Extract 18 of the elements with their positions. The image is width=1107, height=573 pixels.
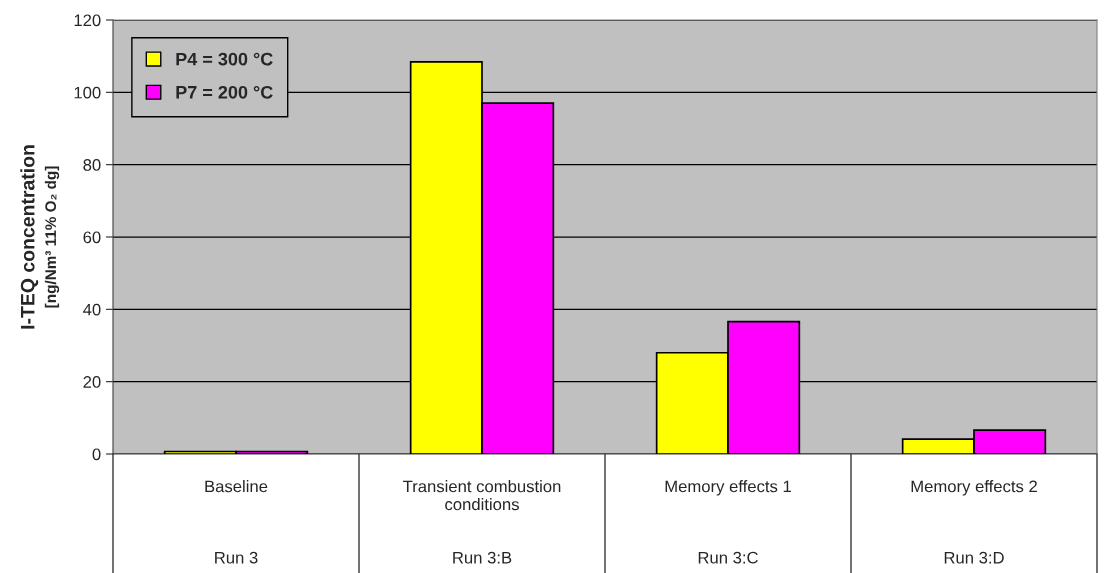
y-tick-label: 60 <box>83 231 101 244</box>
text: Run 3:D <box>944 551 1004 564</box>
y-tick-label: 100 <box>74 86 101 99</box>
x-tick-label: Memory effects 2 <box>911 480 1037 496</box>
x-tick-label: Baseline <box>205 480 268 493</box>
y-tick-label: 20 <box>83 376 101 388</box>
y-tick-label: 120 <box>74 14 101 27</box>
text: Run 3 <box>215 551 258 564</box>
x-tick-label: Transient combustion conditions <box>403 480 561 511</box>
x-tick-label: Memory effects 1 <box>665 480 791 496</box>
y-axis-title: I-TEQ concentration [ng/Nm³ 11% O₂ dg] <box>20 145 60 329</box>
text: Run 3:B <box>453 551 512 564</box>
y-tick-label: 40 <box>83 303 101 316</box>
text: Run 3:C <box>698 551 758 564</box>
y-tick-label: 80 <box>83 159 101 171</box>
legend-label: P7 = 200 °C <box>176 85 273 99</box>
legend-label: P4 = 300 °C <box>176 52 273 66</box>
y-tick-label: 0 <box>92 448 101 461</box>
